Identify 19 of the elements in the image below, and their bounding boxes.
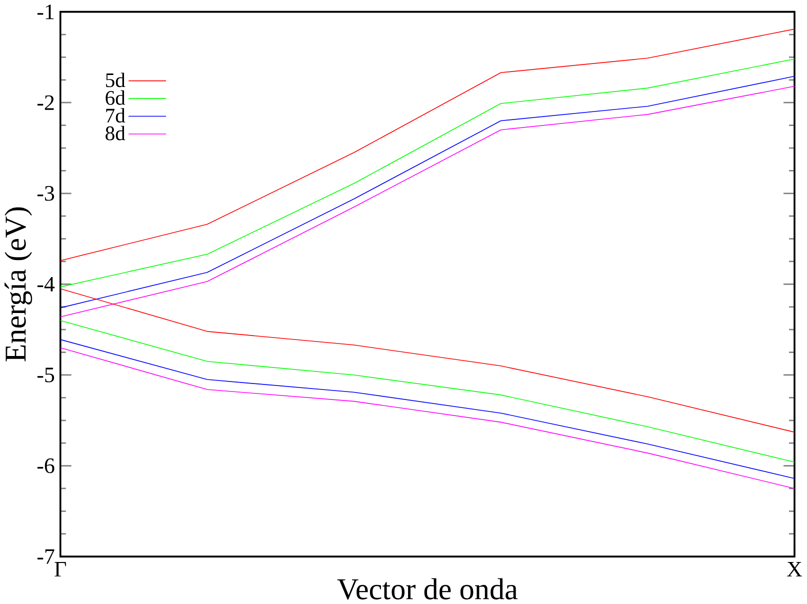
- y-tick-label: -5: [37, 368, 54, 382]
- y-tick-label: -3: [37, 186, 54, 201]
- legend-label: 5d: [106, 72, 126, 88]
- line-series: [60, 58, 795, 288]
- line-series: [60, 288, 795, 433]
- y-axis-title: Energía (eV): [4, 207, 32, 362]
- legend-label: 6d: [106, 90, 126, 105]
- legend-label: 7d: [106, 108, 126, 122]
- x-axis-title: Vector de onda: [337, 578, 518, 600]
- y-tick-label: -4: [37, 276, 55, 292]
- y-tick-label: -7: [37, 549, 54, 564]
- line-series: [60, 28, 795, 261]
- line-series: [60, 320, 795, 462]
- y-tick-label: -1: [37, 4, 54, 19]
- x-tick-label: X: [787, 562, 802, 576]
- y-tick-label: -2: [37, 95, 54, 110]
- y-tick-label: -6: [37, 458, 54, 474]
- legend-label: 8d: [106, 126, 126, 140]
- x-tick-label: Γ: [54, 562, 66, 576]
